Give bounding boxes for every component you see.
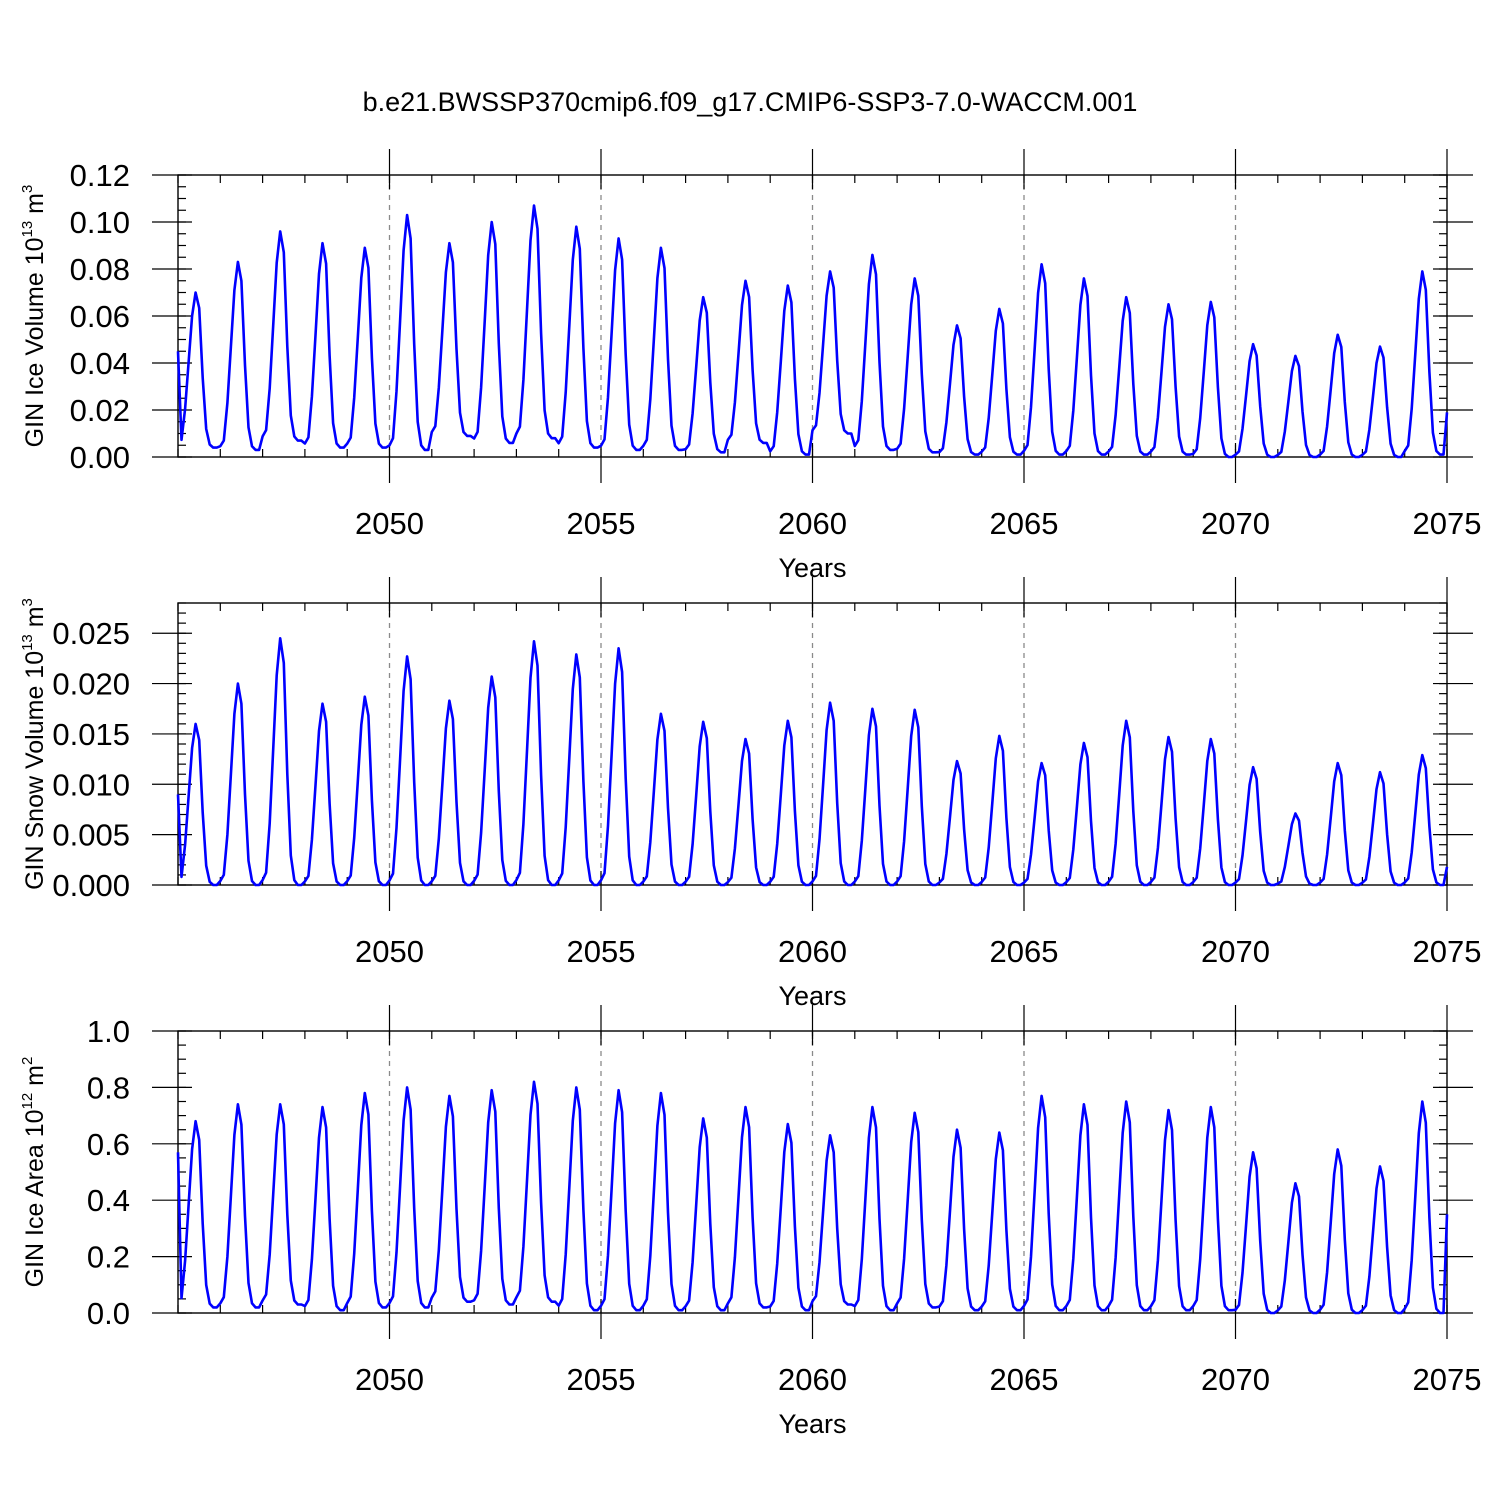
x-tick-label: 2065 bbox=[990, 1362, 1059, 1397]
x-tick-label: 2065 bbox=[990, 506, 1059, 541]
x-tick-label: 2070 bbox=[1201, 1362, 1270, 1397]
y-tick-label: 0.6 bbox=[87, 1127, 130, 1162]
x-tick-label: 2060 bbox=[778, 934, 847, 969]
y-tick-label: 0.4 bbox=[87, 1183, 130, 1218]
y-tick-label: 0.8 bbox=[87, 1070, 130, 1105]
x-tick-label: 2075 bbox=[1413, 1362, 1482, 1397]
page-title: b.e21.BWSSP370cmip6.f09_g17.CMIP6-SSP3-7… bbox=[363, 87, 1138, 117]
y-tick-label: 0.025 bbox=[52, 616, 130, 651]
series-line bbox=[176, 1080, 1449, 1315]
panel-ice-area: 2050 2055 2060 2065 2070 2075 0.0 0.2 0.4 0.6 0.8 1… bbox=[19, 1005, 1481, 1439]
x-tick-label: 2055 bbox=[567, 1362, 636, 1397]
x-tick-label: 2055 bbox=[567, 934, 636, 969]
y-tick-label: 0.005 bbox=[52, 818, 130, 853]
x-tick-label: 2070 bbox=[1201, 506, 1270, 541]
y-tick-label: 0.020 bbox=[52, 667, 130, 702]
panel-ice-volume: 2050 2055 2060 2065 2070 2075 0.00 0.02 0.04 0.06… bbox=[19, 149, 1481, 583]
x-tick-label: 2060 bbox=[778, 1362, 847, 1397]
y-tick-label: 0.02 bbox=[70, 393, 130, 428]
x-tick-label: 2070 bbox=[1201, 934, 1270, 969]
y-tick-label: 0.10 bbox=[70, 205, 130, 240]
y-axis-label: GIN Ice Area 1012 m2 bbox=[19, 1057, 49, 1288]
x-tick-label: 2075 bbox=[1413, 934, 1482, 969]
x-tick-label: 2050 bbox=[355, 1362, 424, 1397]
x-tick-label: 2050 bbox=[355, 506, 424, 541]
x-axis-label: Years bbox=[778, 1409, 846, 1439]
x-tick-label: 2060 bbox=[778, 506, 847, 541]
series-line bbox=[176, 636, 1449, 887]
y-tick-label: 0.04 bbox=[70, 346, 130, 381]
y-axis-label: GIN Ice Volume 1013 m3 bbox=[19, 185, 49, 448]
y-tick-label: 0.000 bbox=[52, 868, 130, 903]
y-tick-label: 0.010 bbox=[52, 767, 130, 802]
y-tick-label: 1.0 bbox=[87, 1014, 130, 1049]
y-tick-label: 0.12 bbox=[70, 158, 130, 193]
y-tick-label: 0.00 bbox=[70, 440, 130, 475]
y-tick-label: 0.06 bbox=[70, 299, 130, 334]
x-tick-label: 2055 bbox=[567, 506, 636, 541]
y-axis-label: GIN Snow Volume 1013 m3 bbox=[19, 598, 49, 890]
series-line bbox=[176, 204, 1449, 459]
y-tick-label: 0.0 bbox=[87, 1296, 130, 1331]
y-tick-label: 0.2 bbox=[87, 1240, 130, 1275]
y-tick-label: 0.08 bbox=[70, 252, 130, 287]
panel-snow-volume: 2050 2055 2060 2065 2070 2075 0.000 0.005 0.010 0… bbox=[19, 577, 1481, 1011]
y-tick-label: 0.015 bbox=[52, 717, 130, 752]
x-tick-label: 2050 bbox=[355, 934, 424, 969]
x-tick-label: 2065 bbox=[990, 934, 1059, 969]
x-tick-label: 2075 bbox=[1413, 506, 1482, 541]
